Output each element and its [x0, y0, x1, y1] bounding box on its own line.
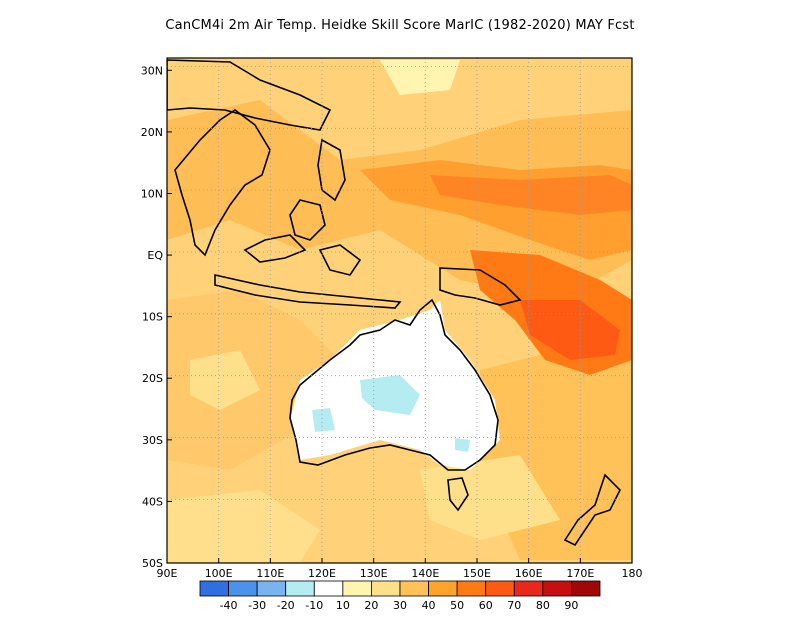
x-axis-ticks: 90E 100E 110E 120E 130E 140E 150E 160E 170E 180 — [157, 558, 643, 580]
map-title: CanCM4i 2m Air Temp. Heidke Skill Score … — [165, 18, 635, 33]
colorbar-swatch — [428, 580, 458, 597]
colorbar-swatch — [342, 580, 372, 597]
skill-field — [167, 58, 632, 563]
y-tick-label: 30N — [141, 64, 163, 77]
colorbar-label: 50 — [450, 599, 464, 612]
colorbar-label: 60 — [479, 599, 493, 612]
colorbar-label: 20 — [364, 599, 378, 612]
colorbar-label: 70 — [507, 599, 521, 612]
y-tick-label: 30S — [142, 434, 163, 447]
x-tick-label: 130E — [360, 567, 388, 580]
x-tick-label: 170E — [566, 567, 594, 580]
colorbar-label: -40 — [220, 599, 238, 612]
colorbar-label: 30 — [393, 599, 407, 612]
colorbar-label: 10 — [336, 599, 350, 612]
colorbar — [199, 580, 601, 597]
colorbar-swatch — [371, 580, 401, 597]
colorbar-label: -10 — [305, 599, 323, 612]
y-tick-label: 20S — [142, 372, 163, 385]
colorbar-swatch — [256, 580, 287, 597]
colorbar-label: 40 — [422, 599, 436, 612]
colorbar-swatch — [485, 580, 515, 597]
x-tick-label: 180 — [622, 567, 643, 580]
colorbar-label: 90 — [564, 599, 578, 612]
colorbar-label: -30 — [248, 599, 266, 612]
y-tick-label: 10S — [142, 311, 163, 324]
colorbar-labels: -40 -30 -20 -10 10 20 30 40 50 60 70 80 90 — [220, 599, 579, 612]
colorbar-swatch — [542, 580, 572, 597]
colorbar-swatch — [456, 580, 487, 597]
colorbar-label: -20 — [277, 599, 295, 612]
x-tick-label: 140E — [411, 567, 439, 580]
x-tick-label: 120E — [308, 567, 336, 580]
colorbar-label: 80 — [536, 599, 550, 612]
x-tick-label: 110E — [256, 567, 284, 580]
y-tick-label: 10N — [141, 187, 163, 200]
y-axis-ticks: 30N 20N 10N EQ 10S 20S 30S 40S 50S — [141, 64, 172, 570]
colorbar-swatch — [513, 580, 544, 597]
colorbar-swatch — [199, 580, 229, 597]
colorbar-swatch — [313, 580, 344, 597]
x-tick-label: 150E — [463, 567, 491, 580]
x-tick-label: 90E — [157, 567, 178, 580]
gridlines — [167, 58, 632, 563]
colorbar-swatch — [571, 580, 601, 597]
y-tick-label: 20N — [141, 126, 163, 139]
colorbar-swatch — [285, 580, 315, 597]
y-tick-label: 40S — [142, 495, 163, 508]
coastlines — [167, 59, 621, 547]
plot-frame — [166, 57, 633, 564]
colorbar-swatch — [399, 580, 429, 597]
y-tick-label: EQ — [147, 249, 163, 262]
y-tick-label: 50S — [142, 557, 163, 570]
x-tick-label: 160E — [515, 567, 543, 580]
colorbar-swatch — [228, 580, 258, 597]
x-tick-label: 100E — [205, 567, 233, 580]
